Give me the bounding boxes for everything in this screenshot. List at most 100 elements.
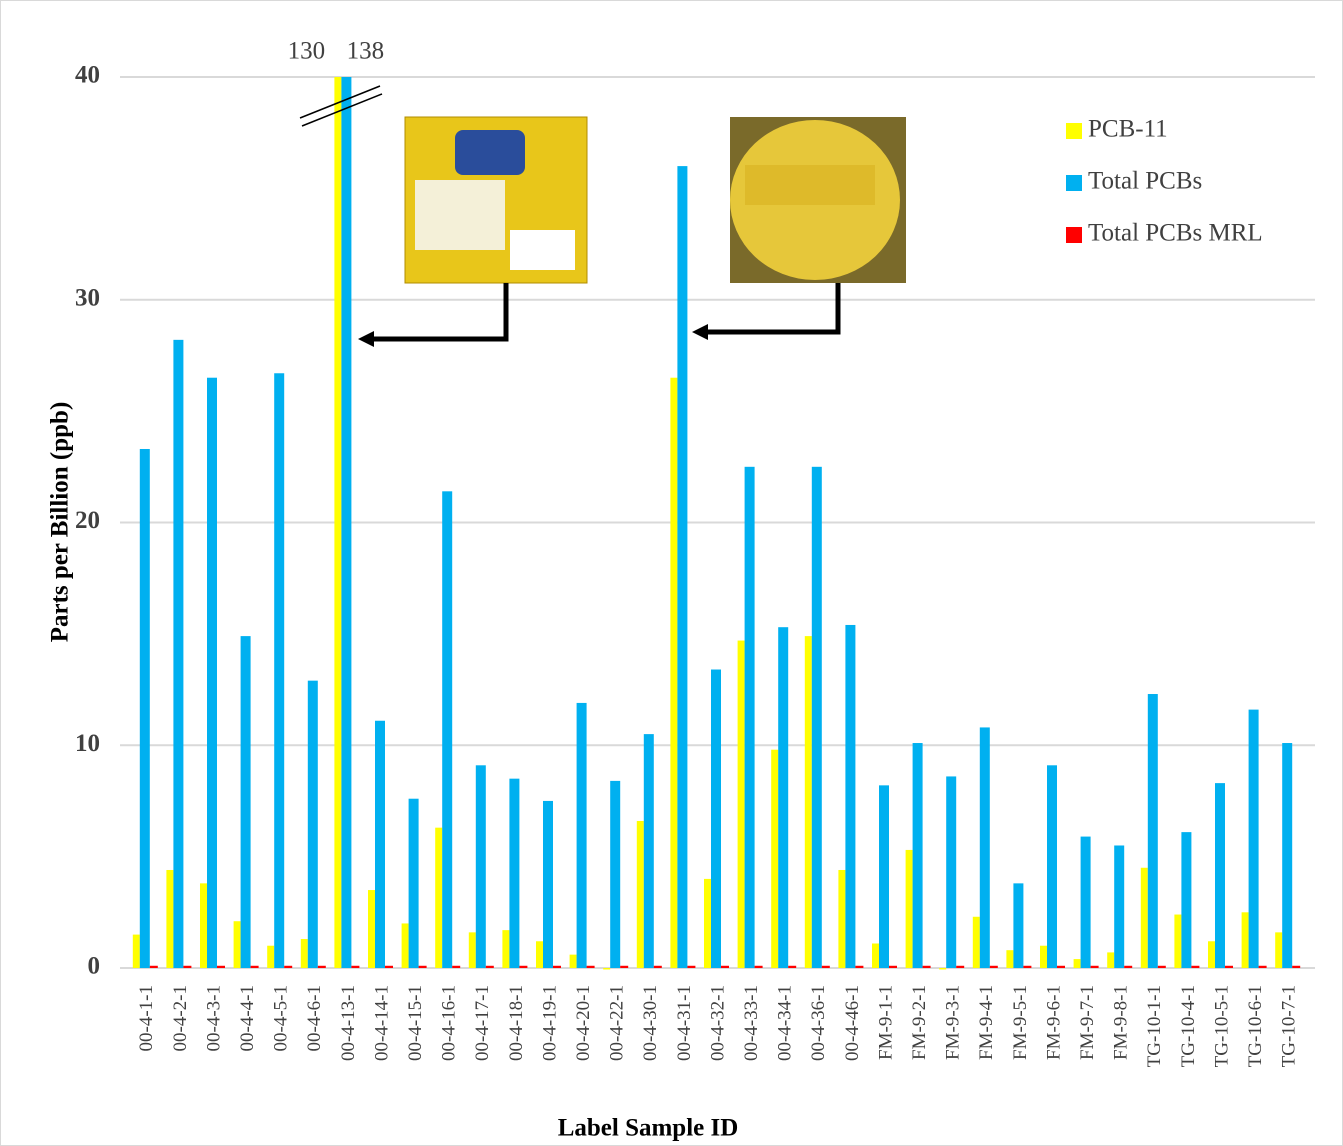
bar [872,943,879,968]
bar [1258,965,1267,968]
bar [677,166,688,969]
bar [744,466,755,968]
x-tick-label: 00-4-1-1 [136,985,157,1051]
x-tick-label: 00-4-46-1 [842,985,863,1061]
bar [173,339,184,969]
x-tick-label: FM-9-4-1 [976,985,997,1060]
bar [905,849,913,968]
bar [636,820,644,968]
bar [233,921,241,968]
x-tick-label: 00-4-18-1 [506,985,527,1061]
bar [576,702,587,968]
x-tick-label: 00-4-14-1 [371,985,392,1061]
bar [804,636,812,968]
labels: 0 10 20 30 40 00-4-1-1 00-4-2-1 00-4-3-1 00-4-4-… [75,38,1300,1068]
bar [946,776,957,968]
bar [300,939,308,968]
bar [643,734,654,968]
bar [468,932,476,968]
x-tick-label: TG-10-7-1 [1279,985,1300,1067]
bar [250,965,259,968]
x-tick-label: 00-4-6-1 [304,985,325,1051]
x-tick-label: 00-4-32-1 [707,985,728,1061]
axis-break [299,85,383,127]
x-tick-label: 00-4-31-1 [674,985,695,1061]
bar [475,765,486,968]
bar [821,965,830,968]
bar [956,965,965,968]
bar [1114,845,1125,968]
x-tick-label: 00-4-33-1 [741,985,762,1061]
bar [1023,965,1032,968]
bar [240,636,251,968]
x-tick-label: 00-4-36-1 [808,985,829,1061]
bar [385,965,393,968]
bar [989,965,998,968]
x-tick-label: TG-10-6-1 [1245,985,1266,1067]
bar [509,778,520,968]
y-axis-title: Parts per Billion (ppb) [47,402,74,643]
bar [778,627,789,968]
bar [670,377,678,968]
bar [408,798,419,968]
bar [1080,836,1091,968]
bar [217,965,225,968]
bar [149,965,158,968]
bar [1275,932,1283,968]
bar [375,720,385,968]
bar [620,965,629,968]
bar [1241,912,1249,968]
bar [132,934,140,968]
bar [1047,765,1057,968]
arrow [370,283,841,342]
bars [132,77,1301,970]
bar [452,965,461,968]
bar [1013,883,1024,968]
bar [889,965,897,968]
bar [687,965,696,968]
y-tick-label: 0 [88,953,101,980]
bar [1174,914,1182,968]
bar [1191,965,1200,968]
x-tick-label: 00-4-30-1 [640,985,661,1061]
y-tick-label: 20 [75,507,100,534]
x-tick-label: 00-4-20-1 [573,985,594,1061]
bar [838,869,846,968]
value-label: 130 [288,38,326,65]
bar [543,800,553,968]
bar [166,869,174,968]
bar [788,965,797,968]
bar [653,965,662,968]
bar [368,890,375,968]
x-tick-label: FM-9-8-1 [1111,985,1132,1060]
bar [855,965,864,968]
bar [1140,867,1148,968]
arrow-head [358,331,374,347]
x-tick-label: 00-4-17-1 [472,985,493,1061]
bar [972,916,980,968]
legend-label: PCB-11 [1088,116,1168,143]
bar [1208,941,1215,968]
bar [939,968,947,970]
bar [485,965,494,968]
bar [1090,965,1099,968]
bar [711,669,721,968]
bar [207,377,217,968]
bar [879,785,889,968]
x-tick-label: FM-9-2-1 [909,985,930,1060]
photo-cereal [404,116,588,284]
y-tick-label: 10 [75,730,100,757]
x-tick-label: 00-4-4-1 [237,985,258,1051]
bar [267,945,275,968]
bar [317,965,326,968]
bar [754,965,763,968]
bar [610,780,621,968]
bar [1107,952,1115,968]
bar [912,743,923,968]
bar [1040,945,1047,968]
bar [183,965,192,968]
bar [1073,959,1081,968]
bar [721,965,729,968]
x-tick-label: 00-4-13-1 [338,985,359,1061]
